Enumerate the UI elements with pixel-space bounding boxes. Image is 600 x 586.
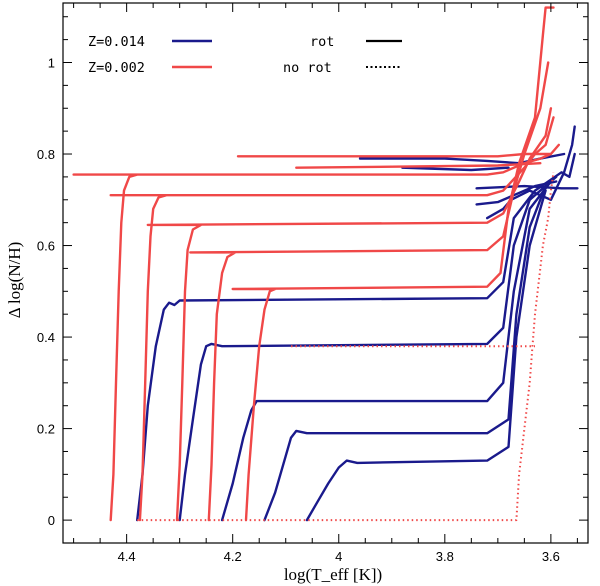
x-axis-title: log(T_eff [K]): [284, 565, 382, 584]
y-tick-label: 0.2: [37, 422, 55, 437]
series-line-9: [475, 184, 579, 190]
axes: 4.4 4.2 4 3.8 3.6 0 0.2 0.4 0.6 0.8 1: [37, 2, 589, 564]
x-tick-label: 3.6: [542, 549, 560, 564]
series-line-16: [295, 162, 542, 169]
y-tick-label: 0.8: [37, 147, 55, 162]
legend-label-z002: Z=0.002: [88, 60, 145, 76]
y-tick-label: 1: [48, 55, 55, 70]
series-line-3: [178, 175, 558, 522]
series-line-14: [231, 6, 555, 522]
series-line-13: [189, 61, 550, 522]
series-layer: [72, 6, 579, 522]
series-line-1: [263, 184, 547, 522]
legend-label-norot: no rot: [283, 60, 332, 76]
y-axis-title: Δ log(N/H): [5, 242, 24, 319]
legend: Z=0.014 Z=0.002 rot no rot: [88, 34, 402, 76]
legend-label-rot: rot: [310, 34, 334, 50]
x-tick-label: 4.2: [224, 549, 242, 564]
series-line-15: [236, 152, 553, 158]
series-line-17: [137, 172, 555, 522]
series-line-11: [109, 116, 555, 522]
series-line-10: [72, 143, 560, 522]
series-line-8: [401, 166, 510, 172]
series-line-12: [146, 107, 553, 522]
y-tick-label: 0.4: [37, 330, 55, 345]
series-line-4: [136, 152, 576, 522]
series-line-2: [220, 180, 553, 522]
series-line-0: [305, 189, 547, 522]
plot-frame: [62, 2, 589, 544]
series-line-5: [486, 125, 576, 220]
x-tick-label: 4.4: [118, 549, 136, 564]
x-tick-label: 3.8: [436, 549, 454, 564]
legend-label-z014: Z=0.014: [88, 34, 145, 50]
x-tick-label: 4: [335, 549, 342, 564]
y-tick-label: 0.6: [37, 239, 55, 254]
y-tick-label: 0: [48, 513, 55, 528]
